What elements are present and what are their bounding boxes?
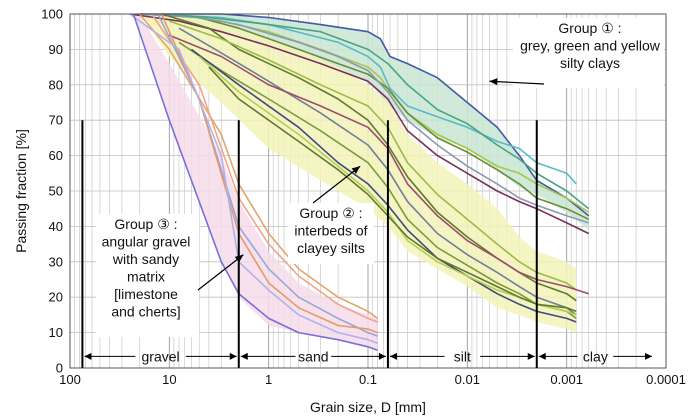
y-tick-label: 70 xyxy=(49,113,63,128)
class-arrowhead xyxy=(645,352,652,360)
series-line xyxy=(139,13,590,221)
annotation-arrow-line xyxy=(197,254,244,291)
annotation-line: with sandy xyxy=(112,251,179,267)
x-tick-label: 10 xyxy=(162,372,176,387)
annotation-line: Group ② : xyxy=(299,205,362,221)
annotation-line: matrix xyxy=(127,269,165,285)
annotation-line: interbeds of xyxy=(294,223,367,239)
series-line xyxy=(168,34,589,295)
class-label: sand xyxy=(298,348,328,364)
class-band-silt: silt xyxy=(389,348,535,364)
y-tick-label: 80 xyxy=(49,77,63,92)
annotation-line: [limestone xyxy=(114,286,178,302)
x-tick-label: 100 xyxy=(59,372,81,387)
class-bands: gravel sand silt clay xyxy=(84,348,652,364)
series-line xyxy=(129,13,378,344)
annotation-arrowhead xyxy=(234,254,244,263)
series-line xyxy=(190,48,577,323)
class-label: gravel xyxy=(142,348,180,364)
class-arrowhead xyxy=(84,352,92,360)
class-arrowhead xyxy=(378,352,386,360)
series-line xyxy=(151,13,378,323)
x-tick-label: 1 xyxy=(265,372,272,387)
series-line xyxy=(139,13,590,217)
class-arrowhead xyxy=(527,352,535,360)
annotation-background xyxy=(96,214,199,337)
group-envelopes xyxy=(133,14,589,351)
series-line xyxy=(129,13,590,235)
class-band-gravel: gravel xyxy=(84,348,237,364)
series-line xyxy=(138,13,379,320)
envelope-group-1 xyxy=(139,14,589,230)
plot-frame xyxy=(69,13,667,369)
series-line xyxy=(161,13,590,210)
y-tick-label: 50 xyxy=(49,184,63,199)
annotation-line: angular gravel xyxy=(102,234,191,250)
plot-border xyxy=(69,13,667,369)
class-band-sand: sand xyxy=(240,348,386,364)
y-tick-label: 90 xyxy=(49,42,63,57)
series-line xyxy=(208,66,577,313)
y-tick-label: 20 xyxy=(49,290,63,305)
tick-labels: 100 10 1 0.1 0.01 0.001 0.0001 0 10 20 30 40 50 60 70 8… xyxy=(41,7,686,388)
annotation-arrow-line xyxy=(312,165,361,204)
y-tick-label: 10 xyxy=(49,325,63,340)
annotation-line: grey, green and yellow xyxy=(520,38,661,54)
series-line xyxy=(151,13,577,185)
envelope-group-2 xyxy=(139,14,577,333)
annotation-line: Group ③ : xyxy=(114,216,177,232)
y-tick-label: 100 xyxy=(41,7,63,22)
annotation-line: clayey silts xyxy=(297,240,365,256)
annotation-background xyxy=(288,203,374,264)
y-tick-label: 40 xyxy=(49,219,63,234)
class-arrowhead xyxy=(240,352,248,360)
class-arrowhead xyxy=(389,352,397,360)
y-tick-label: 60 xyxy=(49,148,63,163)
class-label: silt xyxy=(454,348,471,364)
annotation-line: Group ① : xyxy=(558,20,621,36)
y-tick-label: 30 xyxy=(49,254,63,269)
x-axis-label: Grain size, D [mm] xyxy=(310,399,426,415)
annotation-line: silty clays xyxy=(560,55,620,71)
x-tick-label: 0.0001 xyxy=(646,372,686,387)
series-line xyxy=(161,13,577,302)
class-band-clay: clay xyxy=(538,348,652,364)
class-arrowhead xyxy=(229,352,237,360)
annotation-arrow-line xyxy=(489,80,545,85)
annotation-background xyxy=(513,18,664,88)
series-line xyxy=(169,20,577,291)
x-tick-label: 0.1 xyxy=(359,372,377,387)
y-axis-label: Passing fraction [%] xyxy=(13,129,29,253)
series-line xyxy=(139,13,589,224)
annotation-line: and cherts] xyxy=(111,304,180,320)
series-lines xyxy=(129,13,590,352)
class-arrowhead xyxy=(538,352,546,360)
series-line xyxy=(178,27,577,316)
series-line xyxy=(132,13,378,352)
annotation-arrowhead xyxy=(489,78,498,86)
y-tick-label: 0 xyxy=(56,361,63,376)
annotation-arrowhead xyxy=(351,166,361,174)
class-boundaries xyxy=(81,120,538,368)
class-label: clay xyxy=(583,348,608,364)
x-tick-label: 0.001 xyxy=(550,372,583,387)
envelope-group-3 xyxy=(133,14,378,351)
series-line xyxy=(160,13,378,334)
x-tick-label: 0.01 xyxy=(455,372,480,387)
